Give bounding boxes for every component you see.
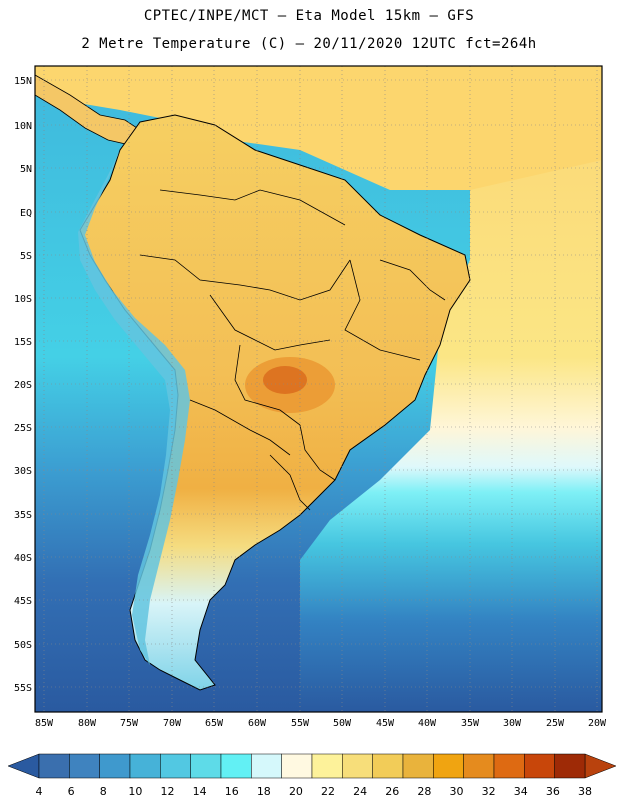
colorbar-segment <box>220 753 252 779</box>
lat-label: EQ <box>20 208 32 219</box>
colorbar-label: 26 <box>385 785 399 798</box>
atlantic-ocean <box>300 66 602 712</box>
lon-label: 85W <box>35 718 54 729</box>
colorbar-label: 12 <box>160 785 174 798</box>
lon-label: 35W <box>461 718 480 729</box>
lat-label: 40S <box>14 553 32 564</box>
hot-core <box>263 366 307 394</box>
lat-label: 10N <box>14 121 32 132</box>
colorbar-label: 18 <box>257 785 271 798</box>
lon-label: 20W <box>588 718 607 729</box>
colorbar-label: 14 <box>193 785 207 798</box>
lat-label: 5N <box>20 164 32 175</box>
colorbar-label: 10 <box>128 785 142 798</box>
colorbar-segment <box>554 753 586 779</box>
colorbar-label: 36 <box>546 785 560 798</box>
lon-label: 40W <box>418 718 437 729</box>
lat-label: 35S <box>14 510 32 521</box>
colorbar-segment <box>524 753 555 779</box>
lon-label: 55W <box>291 718 310 729</box>
lat-label: 45S <box>14 596 32 607</box>
colorbar-label: 28 <box>417 785 431 798</box>
caribbean-sea <box>35 66 602 190</box>
lon-label: 65W <box>205 718 224 729</box>
colorbar-label: 22 <box>321 785 335 798</box>
colorbar: 4 6 8 10 12 14 16 18 20 22 24 26 28 30 32 34 36 38 <box>7 753 617 798</box>
lon-label: 75W <box>120 718 139 729</box>
colorbar-under-arrow <box>7 753 40 779</box>
map-frame <box>34 65 603 713</box>
colorbar-label: 24 <box>353 785 367 798</box>
colorbar-label: 8 <box>100 785 107 798</box>
lat-label: 25S <box>14 423 32 434</box>
andes-mountains <box>78 150 190 665</box>
colorbar-label: 32 <box>482 785 496 798</box>
lon-label: 60W <box>248 718 267 729</box>
colorbar-label: 16 <box>225 785 239 798</box>
map-area <box>35 66 602 712</box>
lat-label: 30S <box>14 466 32 477</box>
lon-label: 70W <box>163 718 182 729</box>
colorbar-segment <box>342 753 373 779</box>
graticule <box>35 66 602 712</box>
lon-label: 45W <box>376 718 395 729</box>
lat-label: 15S <box>14 337 32 348</box>
longitude-labels: 85W 80W 75W 70W 65W 60W 55W 50W 45W 40W … <box>35 718 607 729</box>
colorbar-segment <box>463 753 495 779</box>
colorbar-segment <box>311 753 343 779</box>
colorbar-segment <box>190 753 222 779</box>
colorbar-label: 20 <box>289 785 303 798</box>
colorbar-segment <box>433 753 464 779</box>
colorbar-segment <box>372 753 404 779</box>
lat-label: 5S <box>20 251 32 262</box>
colorbar-label: 38 <box>578 785 592 798</box>
lon-label: 80W <box>78 718 97 729</box>
lon-label: 30W <box>503 718 522 729</box>
lon-label: 50W <box>333 718 352 729</box>
colorbar-segment <box>99 753 131 779</box>
colorbar-label: 34 <box>514 785 528 798</box>
title-line-2: 2 Metre Temperature (C) – 20/11/2020 12U… <box>81 36 537 52</box>
colorbar-label: 6 <box>68 785 75 798</box>
colorbar-segment <box>129 753 161 779</box>
country-borders <box>139 189 446 511</box>
colorbar-segment <box>251 753 282 779</box>
lat-label: 20S <box>14 380 32 391</box>
lat-label: 55S <box>14 683 32 694</box>
lat-label: 10S <box>14 294 32 305</box>
colorbar-label: 30 <box>450 785 464 798</box>
colorbar-segment <box>38 753 70 779</box>
lon-label: 25W <box>546 718 565 729</box>
title-line-1: CPTEC/INPE/MCT – Eta Model 15km – GFS <box>143 8 475 24</box>
latitude-labels: 15N 10N 5N EQ 5S 10S 15S 20S 25S 30S 35S… <box>14 76 32 694</box>
colorbar-label: 4 <box>36 785 43 798</box>
colorbar-segment <box>69 753 100 779</box>
colorbar-segment <box>281 753 313 779</box>
lat-label: 15N <box>14 76 32 87</box>
colorbar-segment <box>493 753 525 779</box>
colorbar-segment <box>402 753 434 779</box>
colorbar-over-arrow <box>584 753 617 779</box>
colorbar-segment <box>160 753 191 779</box>
lat-label: 50S <box>14 640 32 651</box>
